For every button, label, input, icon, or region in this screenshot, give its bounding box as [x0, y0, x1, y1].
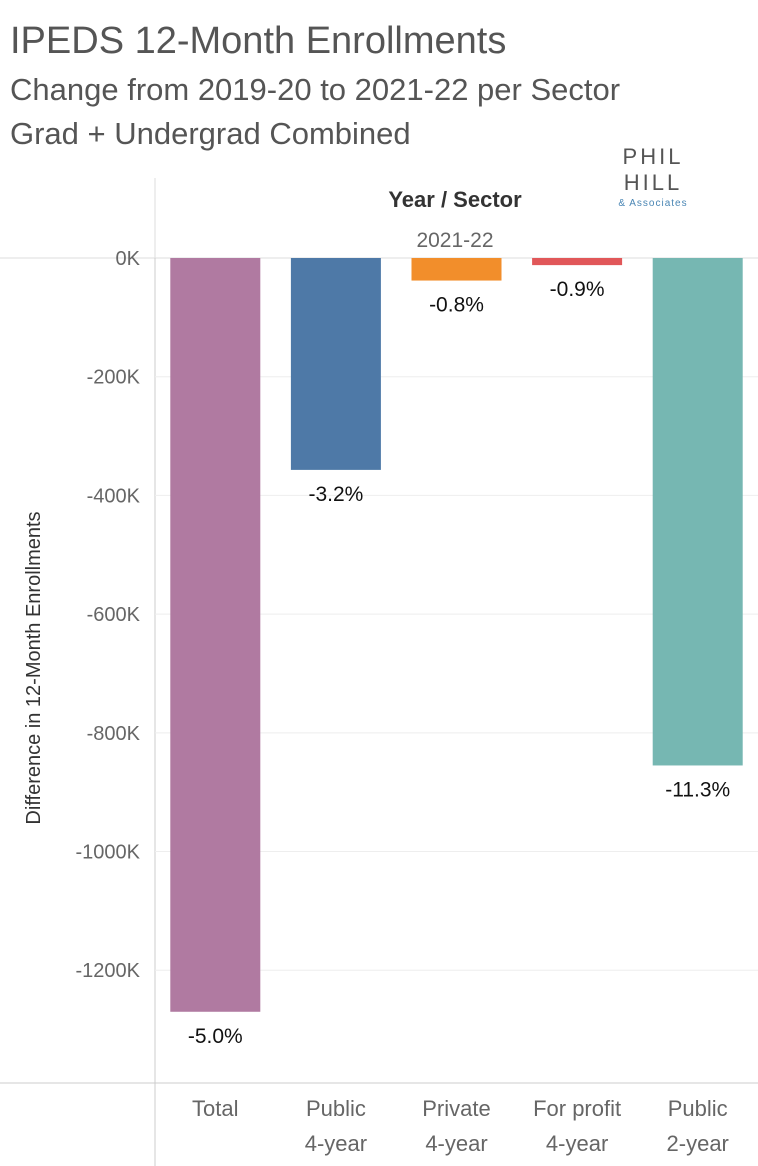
bar[interactable] — [290, 258, 381, 470]
bar[interactable] — [532, 258, 623, 266]
data-label: -5.0% — [188, 1025, 243, 1048]
category-label: Private — [422, 1096, 490, 1121]
bar[interactable] — [411, 258, 502, 281]
category-label: Total — [192, 1096, 238, 1121]
chart-title: IPEDS 12-Month Enrollments — [10, 20, 507, 62]
logo-main-text: PHIL HILL — [622, 144, 684, 195]
chart-subtitle: Change from 2019-20 to 2021-22 per Secto… — [10, 72, 621, 107]
category-label: 2-year — [667, 1131, 729, 1156]
category-label: For profit — [533, 1096, 621, 1121]
y-tick-label: -600K — [87, 604, 141, 626]
data-label: -3.2% — [308, 483, 363, 506]
chart-subtitle-2: Grad + Undergrad Combined — [10, 116, 411, 151]
y-axis-label: Difference in 12-Month Enrollments — [23, 511, 45, 824]
category-label: 4-year — [546, 1131, 608, 1156]
category-label: Public — [668, 1096, 728, 1121]
y-tick-label: -400K — [87, 485, 141, 507]
y-tick-label: -1000K — [76, 842, 141, 864]
year-header: 2021-22 — [416, 229, 493, 252]
y-tick-label: -200K — [87, 367, 141, 389]
y-tick-label: 0K — [116, 248, 141, 270]
bar[interactable] — [170, 258, 261, 1012]
category-label: Public — [306, 1096, 366, 1121]
category-label: 4-year — [305, 1131, 367, 1156]
bar[interactable] — [652, 258, 743, 766]
column-header: Year / Sector — [388, 187, 522, 212]
logo-sub-text: & Associates — [618, 198, 688, 209]
y-tick-label: -800K — [87, 723, 141, 745]
phil-hill-logo: PHIL HILL & Associates — [598, 144, 708, 209]
category-label: 4-year — [425, 1131, 487, 1156]
y-tick-label: -1200K — [76, 960, 141, 982]
data-label: -0.8% — [429, 294, 484, 317]
data-label: -0.9% — [550, 278, 605, 301]
data-label: -11.3% — [665, 778, 730, 801]
